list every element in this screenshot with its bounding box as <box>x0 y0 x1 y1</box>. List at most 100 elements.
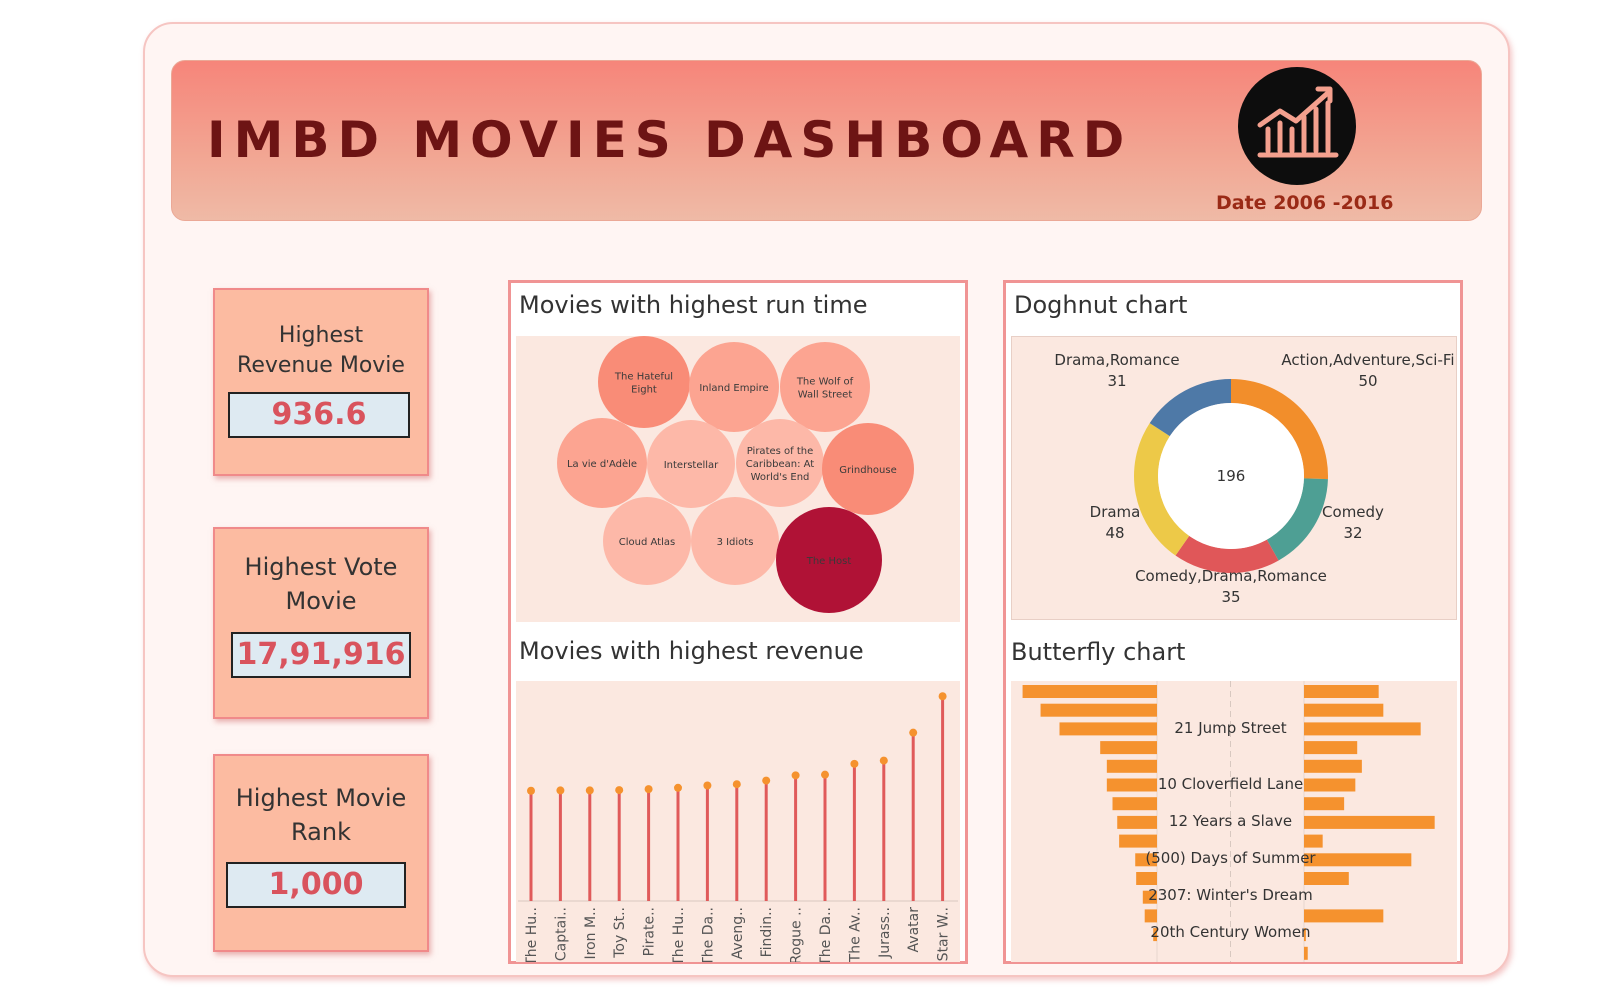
x-tick-label: Avatar <box>906 907 922 953</box>
butterfly-left-bar[interactable] <box>1040 703 1157 717</box>
doughnut-chart-title: Doghnut chart <box>1014 291 1188 319</box>
butterfly-left-bar[interactable] <box>1136 872 1157 885</box>
lollipop-dot[interactable] <box>556 786 565 795</box>
butterfly-right-bar[interactable] <box>1304 946 1308 960</box>
bubble[interactable]: 3 Idiots <box>691 497 779 585</box>
bubble-label: The Host <box>806 556 852 567</box>
bubble-circle[interactable] <box>691 497 779 585</box>
donut-slice[interactable] <box>1266 478 1328 561</box>
bubble-circle[interactable] <box>603 497 691 585</box>
lollipop-dot[interactable] <box>585 786 594 795</box>
donut-label-name: Comedy <box>1322 503 1384 521</box>
butterfly-left-bar[interactable] <box>1059 722 1157 736</box>
bubble-circle[interactable] <box>647 420 735 508</box>
bubble[interactable]: The Hateful Eight <box>598 336 690 428</box>
butterfly-left-bar[interactable] <box>1142 890 1157 904</box>
bubble[interactable]: La vie d'Adèle <box>557 418 647 508</box>
butterfly-left-bar[interactable] <box>1119 834 1157 848</box>
butterfly-right-bar[interactable] <box>1304 703 1384 717</box>
butterfly-right-bar[interactable] <box>1304 741 1358 755</box>
butterfly-right-bar[interactable] <box>1304 834 1323 848</box>
butterfly-right-bar[interactable] <box>1304 685 1379 698</box>
donut-label-value: 35 <box>1221 588 1240 606</box>
butterfly-right-bar[interactable] <box>1304 909 1384 923</box>
x-tick-label: Aveng.. <box>730 907 746 959</box>
bubble[interactable]: Inland Empire <box>689 342 779 432</box>
donut-label-value: 31 <box>1107 372 1126 390</box>
x-tick-label: Pirate.. <box>642 907 658 956</box>
butterfly-left-bar[interactable] <box>1117 815 1157 829</box>
butterfly-row-label: (500) Days of Summer <box>1145 849 1316 867</box>
kpi-card-votes: Highest Vote Movie 17,91,916 <box>213 527 429 719</box>
butterfly-left-bar[interactable] <box>1153 928 1157 942</box>
donut-label-value: 32 <box>1343 524 1362 542</box>
lollipop-dot[interactable] <box>732 780 741 789</box>
butterfly-left-bar[interactable] <box>1106 778 1157 792</box>
bubble[interactable]: Pirates of the Caribbean: At World's End <box>736 419 824 507</box>
x-tick-label: Toy St.. <box>612 907 628 959</box>
kpi-label: Revenue Movie <box>237 353 405 378</box>
bubble[interactable]: The Host <box>776 507 882 613</box>
date-label: Date <box>1216 192 1267 214</box>
lollipop-dot[interactable] <box>821 770 829 779</box>
bubble-circle[interactable] <box>822 423 914 515</box>
donut-hole <box>1158 403 1304 549</box>
butterfly-right-bar[interactable] <box>1304 759 1362 773</box>
growth-chart-icon <box>1238 67 1356 185</box>
bubble-circle[interactable] <box>598 336 690 428</box>
bubble[interactable]: Interstellar <box>647 420 735 508</box>
donut-slice[interactable] <box>1134 423 1190 556</box>
right-panel: Doghnut chart 196 Action,Adventure,Sci-Fi… <box>1003 280 1463 964</box>
bubble-circle[interactable] <box>557 418 647 508</box>
bubble[interactable]: Cloud Atlas <box>603 497 691 585</box>
lollipop-dot[interactable] <box>938 692 947 701</box>
bubble-chart-svg: The Hateful Eight Inland Empire The Wolf of… <box>557 336 914 613</box>
lollipop-dot[interactable] <box>791 771 800 780</box>
bubble-circle[interactable] <box>736 419 824 507</box>
lollipop-dot[interactable] <box>615 786 624 795</box>
butterfly-right-bar[interactable] <box>1304 928 1306 942</box>
butterfly-left-bar[interactable] <box>1022 685 1157 698</box>
bubble-circle[interactable] <box>689 342 779 432</box>
donut-label-name: Comedy,Drama,Romance <box>1135 567 1327 585</box>
butterfly-left-bar[interactable] <box>1135 853 1157 867</box>
revenue-chart-title: Movies with highest revenue <box>519 637 864 665</box>
x-tick-label: The Da.. <box>818 907 834 962</box>
butterfly-right-bar[interactable] <box>1304 797 1345 811</box>
lollipop-dot[interactable] <box>527 786 535 795</box>
butterfly-chart-svg: 21 Jump Street 10 Cloverfield Lane 12 Year… <box>1022 681 1435 962</box>
lollipop-dot[interactable] <box>879 756 888 765</box>
butterfly-right-bar[interactable] <box>1304 778 1356 792</box>
lollipop-dot[interactable] <box>909 728 918 737</box>
butterfly-row-label: 2307: Winter's Dream <box>1148 886 1313 904</box>
butterfly-left-bar[interactable] <box>1112 797 1157 811</box>
butterfly-left-bar[interactable] <box>1106 759 1157 773</box>
kpi-label: Rank <box>291 818 351 846</box>
bubble-circle[interactable] <box>780 342 870 432</box>
x-tick-label: The Hu.. <box>524 907 540 962</box>
bubble-circle[interactable] <box>776 507 882 613</box>
butterfly-right-bar[interactable] <box>1304 872 1349 885</box>
donut-slice[interactable] <box>1175 535 1279 573</box>
donut-slice[interactable] <box>1231 379 1328 480</box>
butterfly-right-bar[interactable] <box>1304 722 1421 736</box>
revenue-chart-svg: The Hu.. Captai.. Iron M.. Toy St.. Pirate..… <box>518 692 958 962</box>
bubble-label: Interstellar <box>664 460 719 471</box>
bubble[interactable]: Grindhouse <box>822 423 914 515</box>
butterfly-right-bar[interactable] <box>1304 853 1412 867</box>
lollipop-dot[interactable] <box>703 781 712 790</box>
lollipop-dot[interactable] <box>674 783 682 792</box>
x-tick-label: Rogue .. <box>789 907 805 962</box>
butterfly-left-bar[interactable] <box>1144 909 1157 923</box>
x-tick-label: Jurass.. <box>877 907 893 959</box>
butterfly-right-bar[interactable] <box>1304 815 1435 829</box>
bubble[interactable]: The Wolf of Wall Street <box>780 342 870 432</box>
x-tick-label: Iron M.. <box>583 907 599 959</box>
donut-slice[interactable] <box>1149 379 1231 437</box>
lollipop-dot[interactable] <box>850 759 859 768</box>
kpi-value: 1,000 <box>226 862 406 908</box>
butterfly-left-bar[interactable] <box>1100 741 1157 755</box>
lollipop-dot[interactable] <box>644 785 653 794</box>
lollipop-dot[interactable] <box>762 776 771 785</box>
bubble-chart-title: Movies with highest run time <box>519 291 868 319</box>
